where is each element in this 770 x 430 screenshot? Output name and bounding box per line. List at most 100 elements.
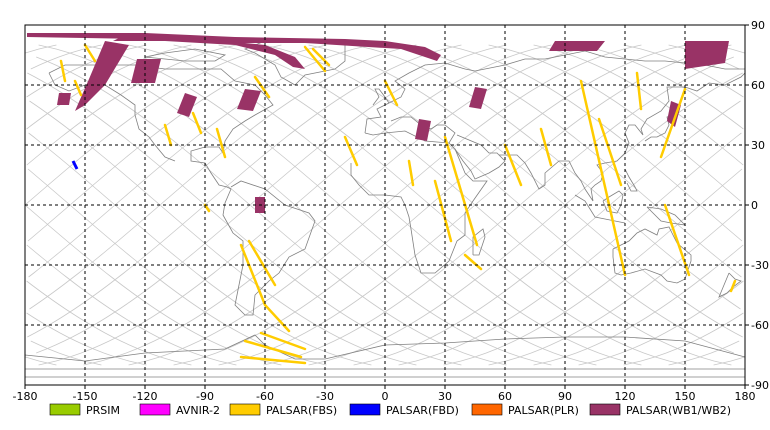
y-tick-label: 60 (751, 79, 765, 92)
legend-item: PALSAR(WB1/WB2) (589, 403, 731, 417)
legend: PRSIM AVNIR-2 PALSAR(FBS) PALSAR(FBD) PALSAR… (49, 403, 731, 417)
fbs-swath (303, 45, 327, 73)
fbs-swath (73, 79, 83, 97)
wb-swath (469, 87, 487, 109)
legend-label: PALSAR(FBS) (266, 404, 337, 417)
coastline (644, 114, 674, 142)
fbs-swath (579, 79, 627, 277)
legend-item: PALSAR(FBS) (229, 403, 337, 417)
orbit-track (30, 44, 743, 366)
orbit-track (27, 44, 744, 366)
coastline (454, 134, 506, 180)
wb-swath (57, 93, 71, 105)
x-tick-label: 60 (498, 390, 512, 403)
wb-swath (415, 119, 431, 141)
x-tick-label: -90 (196, 390, 214, 403)
fbs-swath (503, 143, 523, 187)
wb-swath (75, 41, 129, 111)
wb-swath (113, 33, 305, 69)
x-tick-label: 150 (675, 390, 696, 403)
fbs-swath (407, 159, 415, 187)
x-tick-label: -150 (73, 390, 98, 403)
y-tick-label: -90 (751, 379, 769, 392)
fbs-swath (59, 59, 67, 83)
fbs-swath (259, 331, 307, 351)
legend-label: PALSAR(FBD) (386, 404, 459, 417)
wb-swath (177, 93, 197, 117)
x-tick-label: 30 (438, 390, 452, 403)
legend-item: PALSAR(FBD) (349, 403, 459, 417)
legend-item: PALSAR(PLR) (471, 403, 579, 417)
coastline (144, 48, 227, 62)
fbs-swath (191, 111, 203, 135)
coastline (574, 194, 626, 224)
legend-swatch (229, 403, 261, 416)
legend-swatch (349, 403, 381, 416)
orbit-track (28, 44, 744, 366)
legend-label: AVNIR-2 (176, 404, 220, 417)
y-tick-label: -60 (751, 319, 769, 332)
fbs-swath (659, 87, 687, 159)
orbit-track (29, 44, 744, 366)
x-tick-label: 120 (615, 390, 636, 403)
x-tick-label: -60 (256, 390, 274, 403)
legend-swatch (589, 403, 621, 416)
fbs-swath (539, 127, 553, 167)
x-tick-label: -120 (133, 390, 158, 403)
fbs-swath (729, 279, 737, 293)
coastline (350, 142, 488, 274)
fbs-swath (253, 75, 271, 99)
legend-label: PALSAR(PLR) (508, 404, 579, 417)
coastline (24, 334, 746, 362)
fbs-swath (243, 339, 303, 359)
legend-item: AVNIR-2 (139, 403, 220, 417)
y-tick-label: 0 (751, 199, 758, 212)
legend-swatch (471, 403, 503, 416)
x-tick-label: 0 (382, 390, 389, 403)
coastline (372, 88, 390, 106)
wb-swath (237, 89, 261, 111)
x-tick-label: 90 (558, 390, 572, 403)
fbs-swath (597, 117, 623, 187)
fbs-swath (311, 47, 331, 67)
fbs-swath (433, 179, 453, 243)
orbit-track (25, 44, 734, 366)
y-tick-label: -30 (751, 259, 769, 272)
orbit-track (26, 44, 742, 366)
x-tick-label: -180 (13, 390, 38, 403)
fbs-swath (443, 135, 479, 247)
fbs-swath (203, 203, 211, 213)
coastline (499, 72, 746, 202)
legend-swatch (49, 403, 81, 416)
x-tick-label: 180 (735, 390, 756, 403)
fbd-swath (71, 160, 79, 170)
y-tick-label: 90 (751, 19, 765, 32)
fbs-swath (239, 355, 307, 365)
wb-swath (27, 33, 441, 61)
orbit-track (27, 44, 740, 366)
coastline (624, 168, 638, 192)
fbs-swath (215, 127, 227, 159)
legend-label: PALSAR(WB1/WB2) (626, 404, 731, 417)
fbs-swath (463, 253, 483, 271)
x-tick-label: -30 (316, 390, 334, 403)
y-tick-label: 30 (751, 139, 765, 152)
fbs-swath (83, 43, 97, 63)
coverage-swaths (27, 33, 737, 365)
fbs-swath (247, 239, 277, 287)
legend-label: PRSIM (86, 404, 120, 417)
fbs-swath (163, 123, 173, 147)
coastline (48, 72, 176, 162)
fbs-swath (635, 71, 643, 111)
grid-lines (25, 25, 745, 385)
legend-item: PRSIM (49, 403, 120, 417)
fbs-swath (663, 203, 691, 277)
legend-swatch (139, 403, 171, 416)
wb-swath (685, 41, 729, 69)
fbs-swath (343, 135, 359, 167)
coastline (602, 190, 624, 214)
orbit-track (29, 44, 744, 366)
coastline (364, 116, 456, 144)
wb-swath (131, 59, 161, 83)
